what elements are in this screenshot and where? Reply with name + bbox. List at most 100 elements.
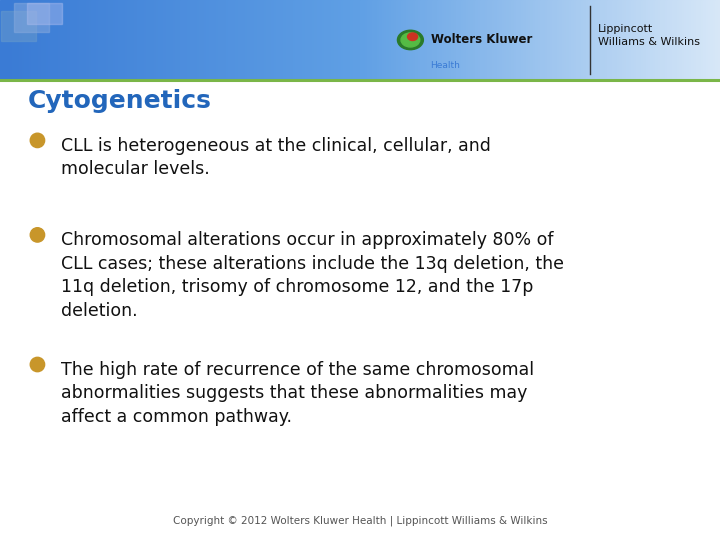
Circle shape xyxy=(401,33,420,47)
Bar xyxy=(396,0,399,80)
Bar xyxy=(569,0,572,80)
Text: Copyright © 2012 Wolters Kluwer Health | Lippincott Williams & Wilkins: Copyright © 2012 Wolters Kluwer Health |… xyxy=(173,516,547,526)
Bar xyxy=(269,0,272,80)
Bar xyxy=(590,0,593,80)
Bar xyxy=(243,0,246,80)
Bar xyxy=(72,0,75,80)
Bar xyxy=(559,0,562,80)
Bar xyxy=(660,0,663,80)
Bar xyxy=(331,0,334,80)
Bar xyxy=(117,0,121,80)
Bar xyxy=(475,0,478,80)
Bar xyxy=(161,0,164,80)
Bar xyxy=(490,0,492,80)
Ellipse shape xyxy=(30,133,45,147)
Bar xyxy=(377,0,380,80)
Bar xyxy=(355,0,359,80)
Bar xyxy=(22,0,24,80)
Bar xyxy=(45,0,49,80)
Bar xyxy=(122,0,125,80)
Bar xyxy=(693,0,697,80)
Bar xyxy=(197,0,200,80)
Bar xyxy=(495,0,498,80)
Bar xyxy=(36,0,39,80)
Bar xyxy=(425,0,428,80)
Bar xyxy=(202,0,204,80)
Bar xyxy=(55,0,58,80)
Bar xyxy=(1,11,36,40)
Bar xyxy=(41,0,44,80)
Bar xyxy=(372,0,375,80)
Bar xyxy=(189,0,193,80)
Bar xyxy=(264,0,267,80)
Bar xyxy=(27,3,62,24)
Bar xyxy=(610,0,613,80)
Bar xyxy=(698,0,701,80)
Bar xyxy=(135,0,138,80)
Bar xyxy=(641,0,644,80)
Bar xyxy=(511,0,514,80)
Bar xyxy=(149,0,152,80)
Bar xyxy=(648,0,651,80)
Bar xyxy=(605,0,608,80)
Bar xyxy=(315,0,318,80)
Bar xyxy=(706,0,708,80)
Bar xyxy=(434,0,438,80)
Bar xyxy=(99,0,102,80)
Bar xyxy=(240,0,243,80)
Bar xyxy=(420,0,423,80)
Bar xyxy=(362,0,366,80)
Bar xyxy=(27,0,30,80)
Bar xyxy=(578,0,582,80)
Bar xyxy=(317,0,320,80)
Bar xyxy=(312,0,315,80)
Bar xyxy=(17,0,20,80)
Bar xyxy=(77,0,80,80)
Bar xyxy=(144,0,147,80)
Bar xyxy=(369,0,373,80)
Bar xyxy=(502,0,505,80)
Bar xyxy=(288,0,291,80)
Bar xyxy=(387,0,390,80)
Bar xyxy=(297,0,301,80)
Bar xyxy=(665,0,668,80)
Bar xyxy=(459,0,462,80)
Bar xyxy=(192,0,195,80)
Bar xyxy=(437,0,440,80)
Bar xyxy=(389,0,392,80)
Bar xyxy=(552,0,555,80)
Bar xyxy=(279,0,282,80)
Bar xyxy=(43,0,46,80)
Bar xyxy=(679,0,683,80)
Text: Chromosomal alterations occur in approximately 80% of
CLL cases; these alteratio: Chromosomal alterations occur in approxi… xyxy=(61,231,564,320)
Bar xyxy=(106,0,109,80)
Bar xyxy=(672,0,675,80)
Bar xyxy=(146,0,150,80)
Bar xyxy=(158,0,161,80)
Bar xyxy=(252,0,255,80)
Bar xyxy=(554,0,557,80)
Bar xyxy=(518,0,521,80)
Bar xyxy=(305,0,308,80)
Bar xyxy=(384,0,387,80)
Bar xyxy=(449,0,452,80)
Bar xyxy=(254,0,258,80)
Bar xyxy=(353,0,356,80)
Bar xyxy=(394,0,397,80)
Bar xyxy=(351,0,354,80)
Bar xyxy=(194,0,197,80)
Bar xyxy=(612,0,615,80)
Bar xyxy=(549,0,553,80)
Bar xyxy=(302,0,305,80)
Bar xyxy=(5,0,8,80)
Bar xyxy=(531,0,534,80)
Bar xyxy=(274,0,276,80)
Bar xyxy=(151,0,154,80)
Bar xyxy=(185,0,188,80)
Bar xyxy=(480,0,483,80)
Bar xyxy=(245,0,248,80)
Bar xyxy=(581,0,584,80)
Bar xyxy=(218,0,222,80)
Bar xyxy=(168,0,171,80)
Bar xyxy=(454,0,456,80)
